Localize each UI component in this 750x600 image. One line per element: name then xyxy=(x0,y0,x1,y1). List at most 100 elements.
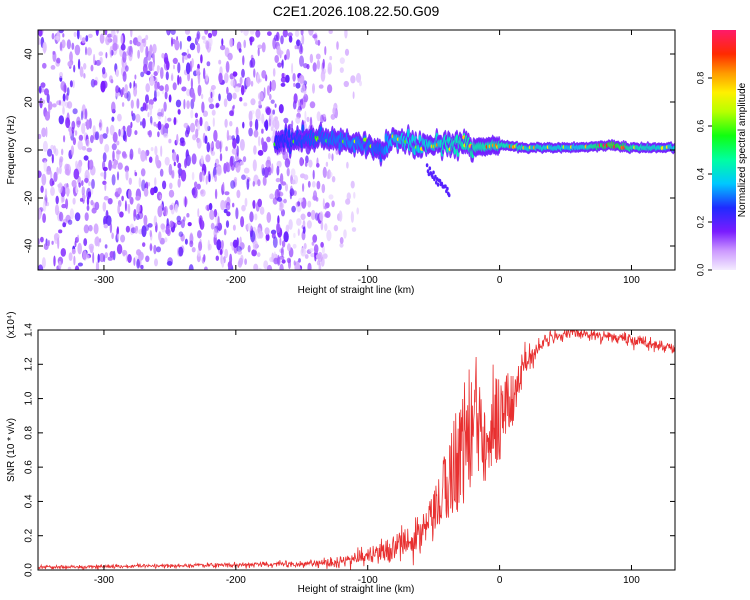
heatmap-noise-cell xyxy=(239,76,243,85)
heatmap-noise-cell xyxy=(215,140,221,150)
heatmap-noise-cell xyxy=(94,201,100,211)
heatmap-noise-cell xyxy=(302,220,306,228)
heatmap-noise-cell xyxy=(235,207,239,220)
heatmap-noise-cell xyxy=(122,125,126,132)
heatmap-noise-cell xyxy=(315,40,321,46)
heatmap-noise-cell xyxy=(345,198,351,205)
heatmap-noise-cell xyxy=(329,55,333,61)
heatmap-noise-cell xyxy=(157,81,160,90)
chart-title: C2E1.2026.108.22.50.G09 xyxy=(273,3,440,19)
heatmap-noise-cell xyxy=(322,58,325,69)
heatmap-noise-cell xyxy=(79,34,82,41)
heatmap-noise-cell xyxy=(269,193,274,200)
heatmap-noise-cell xyxy=(142,118,146,129)
heatmap-noise-cell xyxy=(277,215,280,225)
heatmap-noise-cell xyxy=(200,93,204,100)
heatmap-noise-cell xyxy=(88,181,91,186)
heatmap-noise-cell xyxy=(46,202,50,207)
heatmap-noise-cell xyxy=(286,48,290,60)
heatmap-noise-cell xyxy=(173,117,177,126)
heatmap-noise-cell xyxy=(66,39,71,50)
heatmap-noise-cell xyxy=(72,137,76,146)
heatmap-noise-cell xyxy=(252,240,258,251)
heatmap-noise-cell xyxy=(197,75,201,85)
heatmap-noise-cell xyxy=(298,106,301,111)
heatmap-noise-cell xyxy=(169,182,173,189)
heatmap-noise-cell xyxy=(104,30,108,36)
heatmap-noise-cell xyxy=(43,243,49,250)
heatmap-noise-cell xyxy=(201,170,205,183)
heatmap-noise-cell xyxy=(157,131,160,138)
heatmap-noise-cell xyxy=(278,183,282,191)
heatmap-noise-cell xyxy=(266,136,271,143)
heatmap-noise-cell xyxy=(302,183,305,192)
heatmap-noise-cell xyxy=(312,34,318,39)
heatmap-noise-cell xyxy=(200,189,206,197)
heatmap-noise-cell xyxy=(135,225,139,231)
heatmap-noise-cell xyxy=(257,198,263,208)
heatmap-noise-cell xyxy=(288,219,293,230)
heatmap-noise-cell xyxy=(187,222,192,227)
heatmap-noise-cell xyxy=(282,30,288,38)
spectrogram-x-label: Height of straight line (km) xyxy=(298,285,415,296)
heatmap-noise-cell xyxy=(312,212,316,217)
heatmap-noise-cell xyxy=(219,153,223,162)
heatmap-noise-cell xyxy=(72,108,78,115)
colorbar-tick-label: 0.6 xyxy=(695,120,705,133)
heatmap-noise-cell xyxy=(93,53,96,65)
heatmap-noise-cell xyxy=(52,50,55,55)
heatmap-noise-cell xyxy=(58,166,62,175)
heatmap-noise-cell xyxy=(116,140,120,146)
heatmap-noise-cell xyxy=(235,126,239,137)
heatmap-noise-cell xyxy=(99,134,104,145)
heatmap-noise-cell xyxy=(265,233,270,241)
heatmap-noise-cell xyxy=(98,51,104,56)
heatmap-noise-cell xyxy=(125,225,130,233)
heatmap-noise-cell xyxy=(149,115,153,124)
heatmap-noise-cell xyxy=(62,106,65,115)
heatmap-noise-cell xyxy=(59,71,63,79)
heatmap-noise-cell xyxy=(130,121,133,129)
heatmap-noise-cell xyxy=(241,68,245,78)
heatmap-noise-cell xyxy=(137,49,141,59)
heatmap-noise-cell xyxy=(191,171,195,181)
heatmap-noise-cell xyxy=(321,245,325,254)
heatmap-noise-cell xyxy=(303,174,309,181)
heatmap-noise-cell xyxy=(272,236,278,248)
heatmap-noise-cell xyxy=(89,246,94,254)
heatmap-noise-cell xyxy=(179,137,185,144)
heatmap-noise-cell xyxy=(141,179,146,192)
heatmap-noise-cell xyxy=(52,180,55,186)
heatmap-noise-cell xyxy=(150,74,154,87)
heatmap-noise-cell xyxy=(239,161,244,166)
heatmap-noise-cell xyxy=(112,34,118,46)
heatmap-noise-cell xyxy=(287,243,291,252)
heatmap-noise-cell xyxy=(148,156,153,163)
heatmap-noise-cell xyxy=(290,168,296,178)
heatmap-noise-cell xyxy=(304,110,307,121)
heatmap-noise-cell xyxy=(255,30,261,38)
heatmap-noise-cell xyxy=(295,116,301,125)
heatmap-noise-cell xyxy=(119,128,124,138)
heatmap-noise-cell xyxy=(303,87,307,96)
heatmap-noise-cell xyxy=(60,99,67,107)
snr-y-ticks: 0.0 0.2 0.4 0.6 0.8 1.0 1.2 1.4 xyxy=(24,323,675,577)
heatmap-noise-cell xyxy=(126,91,131,102)
heatmap-noise-cell xyxy=(77,234,80,241)
heatmap-noise-cell xyxy=(48,104,51,116)
heatmap-noise-cell xyxy=(356,207,360,215)
heatmap-noise-cell xyxy=(174,203,179,213)
heatmap-noise-cell xyxy=(229,120,233,127)
heatmap-noise-cell xyxy=(140,71,145,78)
heatmap-noise-cell xyxy=(322,166,327,178)
heatmap-noise-cell xyxy=(316,162,320,168)
heatmap-noise-cell xyxy=(242,121,245,129)
heatmap-noise-cell xyxy=(197,84,202,97)
heatmap-noise-cell xyxy=(257,47,260,57)
y-tick-label: 0.0 xyxy=(24,563,35,577)
heatmap-noise-cell xyxy=(38,170,42,178)
heatmap-noise-cell xyxy=(112,164,115,169)
heatmap-noise-cell xyxy=(189,240,194,248)
heatmap-noise-cell xyxy=(179,40,182,50)
heatmap-noise-cell xyxy=(115,85,120,94)
